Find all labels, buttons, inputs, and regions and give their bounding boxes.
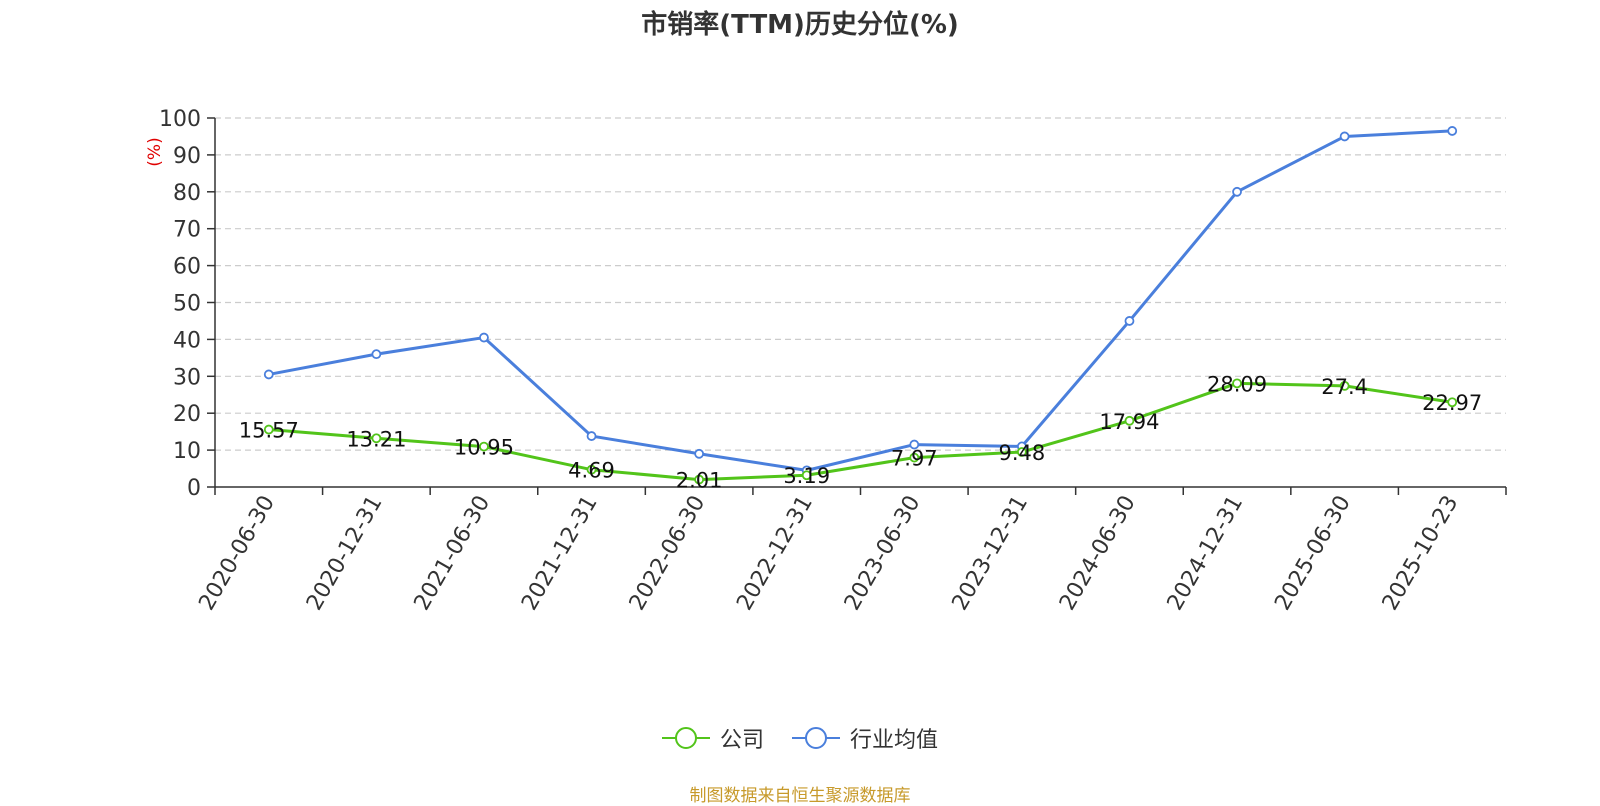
y-tick-label: 60 [173, 255, 201, 280]
legend-industry-swatch [792, 727, 840, 749]
series-line-1 [268, 129, 1453, 472]
x-tick-label: 2025-10-23 [1378, 492, 1464, 615]
source-note: 制图数据来自恒生聚源数据库 [689, 786, 911, 806]
series-point-0 [1447, 397, 1458, 408]
y-tick-label: 30 [173, 365, 201, 390]
y-tick-label: 70 [173, 218, 201, 243]
x-tick-label: 2025-06-30 [1270, 492, 1356, 615]
y-tick-label: 100 [159, 107, 201, 132]
x-tick-label: 2023-06-30 [840, 492, 926, 615]
y-tick-label: 10 [173, 439, 201, 464]
legend-item-industry-average[interactable]: 行业均值 [792, 722, 938, 754]
x-tick-label: 2022-06-30 [625, 492, 711, 615]
series-point-0 [1016, 447, 1027, 457]
data-label: 2.01 [676, 469, 723, 493]
series-point-1 [263, 369, 274, 380]
data-label: 17.94 [1099, 410, 1159, 434]
chart-title: 市销率(TTM)历史分位(%) [641, 10, 959, 40]
series-point-1 [694, 448, 705, 459]
x-tick-label: 2021-12-31 [517, 492, 603, 615]
data-label: 22.97 [1422, 391, 1482, 415]
legend-company-label: 公司 [719, 728, 764, 753]
data-label: 3.19 [783, 464, 830, 488]
series-point-1 [586, 431, 597, 441]
y-tick-label: 20 [173, 402, 201, 427]
series-layer [263, 126, 1458, 485]
series-point-0 [1124, 415, 1135, 426]
y-tick-label: 50 [173, 292, 201, 317]
y-axis-label: (%) [145, 137, 165, 166]
legend: 公司 行业均值 [0, 722, 1600, 754]
series-point-1 [479, 332, 489, 343]
series-point-0 [263, 424, 274, 435]
data-label: 27.4 [1321, 375, 1368, 399]
y-tick-label: 40 [173, 328, 201, 353]
data-label: 13.21 [346, 427, 406, 451]
x-tick-label: 2024-06-30 [1055, 492, 1141, 615]
x-tick-label: 2023-12-31 [947, 492, 1033, 615]
x-tick-label: 2022-12-31 [732, 492, 818, 615]
series-point-0 [1339, 380, 1350, 391]
axes: 0 10 20 30 40 50 60 70 80 90 100 2020-06-30 2020-12-… [159, 107, 1507, 615]
data-label: 28.09 [1207, 372, 1267, 396]
data-label: 15.57 [239, 419, 299, 443]
series-point-1 [1339, 131, 1350, 142]
series-point-1 [1124, 316, 1135, 326]
series-point-0 [479, 441, 489, 452]
y-tick-label: 80 [173, 181, 201, 206]
series-point-0 [586, 464, 597, 475]
x-tick-label: 2020-06-30 [194, 492, 280, 615]
series-point-1 [371, 349, 382, 360]
x-tick-label: 2021-06-30 [410, 492, 496, 615]
series-point-1 [909, 439, 920, 450]
series-point-1 [1232, 186, 1242, 197]
data-label: 10.95 [454, 436, 514, 460]
y-tick-label: 90 [173, 144, 201, 169]
series-point-0 [1232, 378, 1242, 389]
series-point-0 [909, 452, 920, 463]
legend-industry-label: 行业均值 [850, 728, 939, 753]
y-tick-label: 0 [187, 476, 201, 501]
series-line-0 [268, 381, 1453, 482]
x-tick-label: 2020-12-31 [302, 492, 388, 615]
x-tick-label: 2024-12-31 [1163, 492, 1249, 615]
legend-company-swatch [661, 727, 710, 749]
series-point-0 [694, 474, 705, 485]
series-point-0 [371, 433, 382, 444]
grid-lines [215, 117, 1506, 451]
series-point-1 [1447, 126, 1458, 136]
data-labels-layer: 15.57 13.21 10.95 4.69 2.01 3.19 7.97 9.48 17.94… [239, 372, 1483, 492]
data-label: 9.48 [998, 441, 1045, 465]
legend-item-company[interactable]: 公司 [661, 722, 764, 754]
data-label: 7.97 [891, 447, 938, 471]
data-label: 4.69 [568, 459, 615, 483]
series-point-0 [801, 470, 812, 481]
